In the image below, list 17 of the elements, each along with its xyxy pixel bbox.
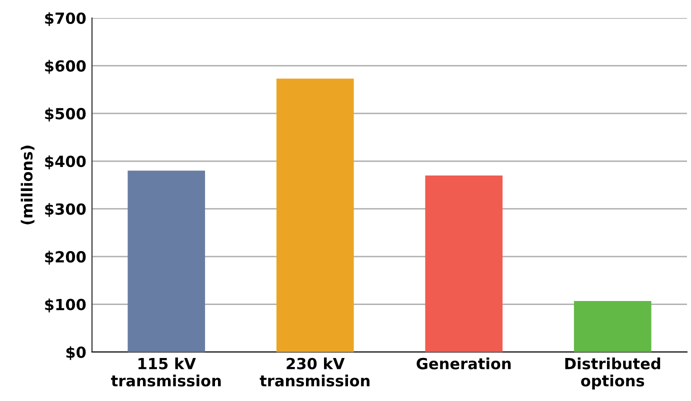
y-tick-label: $700	[45, 12, 86, 26]
y-tick-label: $100	[45, 298, 86, 312]
bar	[574, 300, 652, 352]
y-tick-label: $400	[45, 155, 86, 170]
y-axis-title: (millions)	[20, 146, 34, 224]
x-tick-label: Generation	[416, 358, 511, 370]
x-tick-label: Distributed options	[565, 358, 660, 390]
y-tick-label: $500	[45, 108, 86, 122]
bar	[128, 170, 206, 352]
y-tick-label: $300	[45, 203, 86, 217]
x-tick-label: 230 kV transmission	[260, 358, 370, 386]
y-tick-label: $0	[66, 346, 86, 360]
bar	[276, 78, 354, 352]
bar	[425, 175, 503, 352]
y-tick-label: $200	[45, 250, 86, 265]
y-tick-label: $600	[45, 60, 86, 74]
x-tick-label: 115 kV transmission	[111, 358, 221, 386]
